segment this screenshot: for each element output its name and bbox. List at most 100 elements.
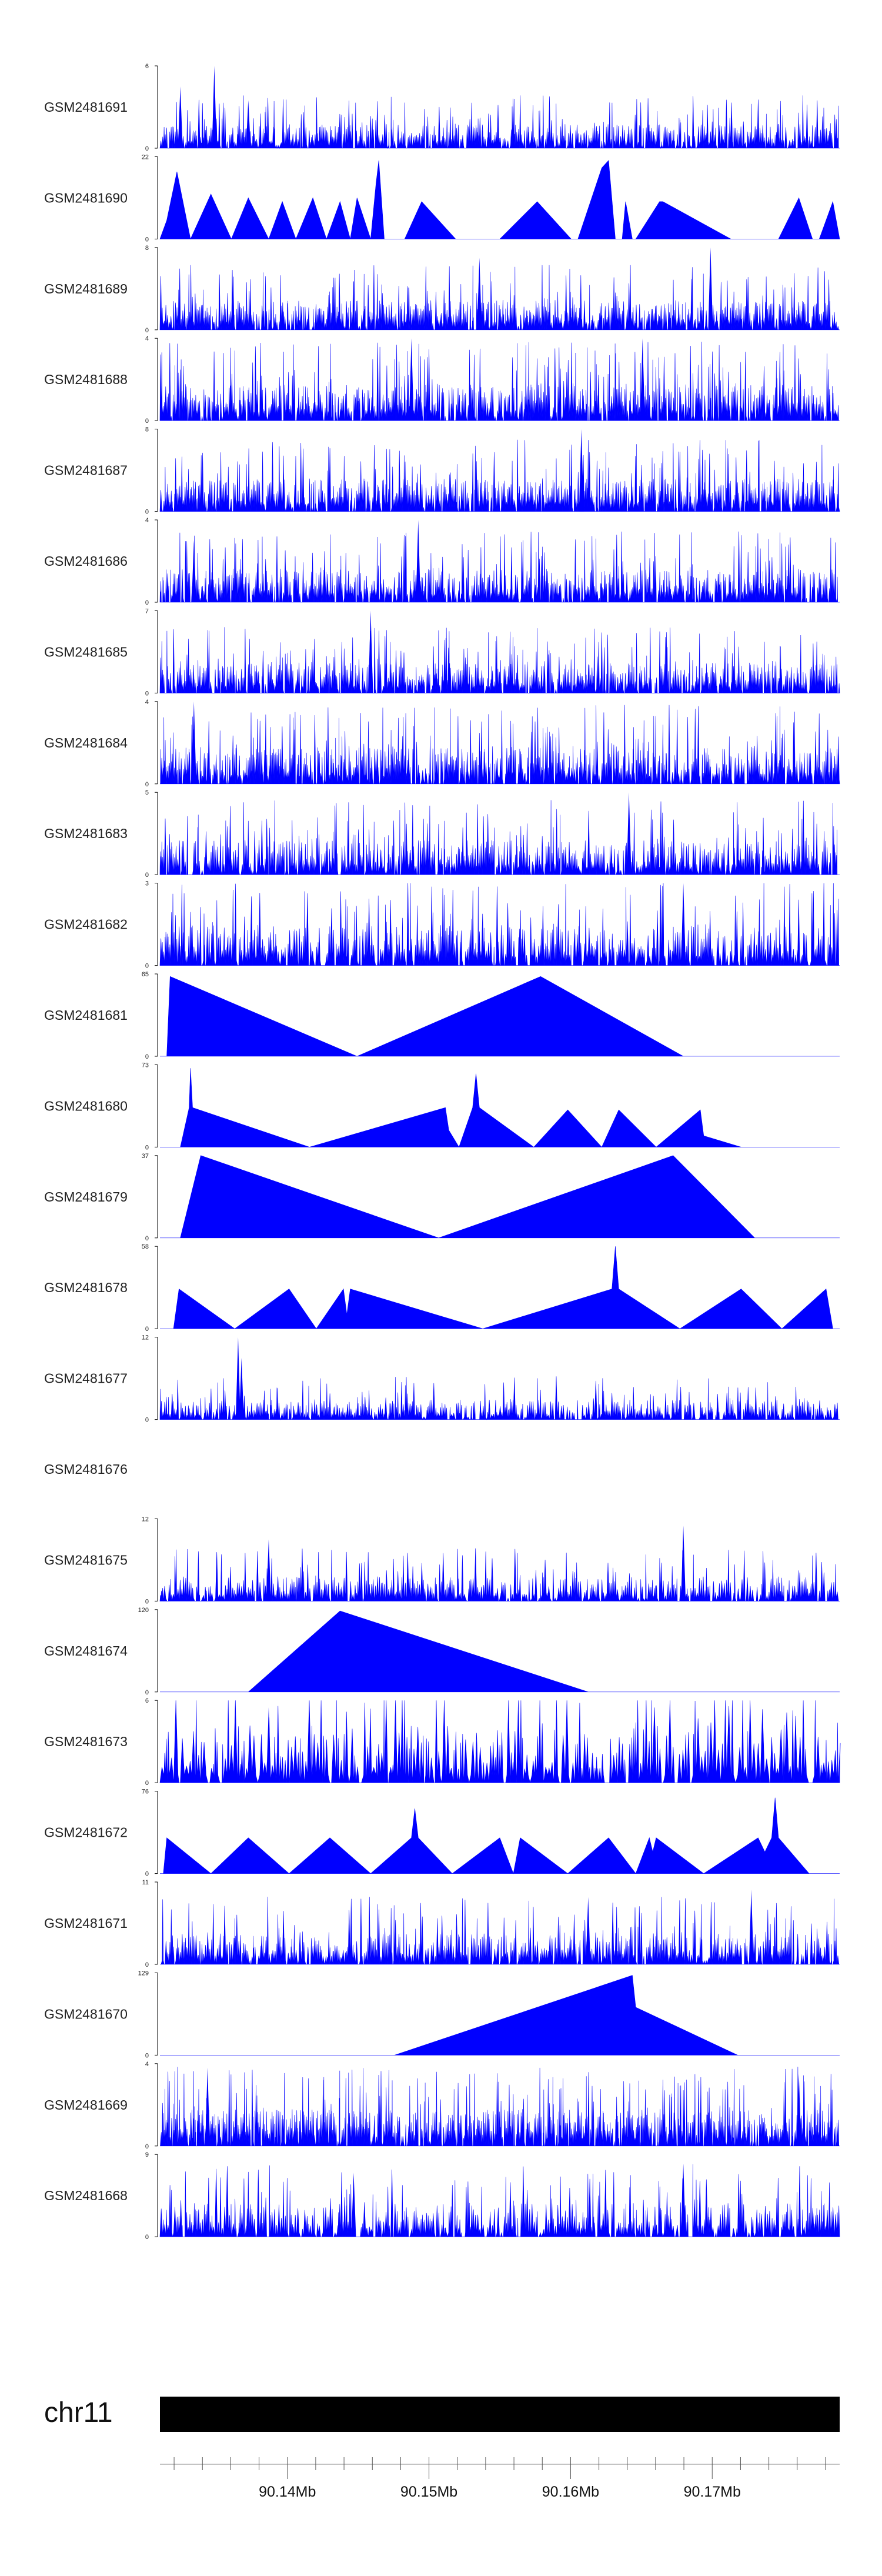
coverage-peak	[416, 520, 421, 602]
track-GSM2481684: GSM2481684 4 0	[44, 699, 840, 788]
coverage-area	[160, 1155, 840, 1239]
y-min-label: 0	[145, 236, 149, 243]
coverage-area	[160, 1897, 840, 1966]
track-GSM2481676: GSM2481676	[44, 1461, 128, 1477]
coverage-peak	[626, 792, 632, 875]
y-min-label: 0	[145, 781, 149, 788]
track-GSM2481674: GSM2481674 120 0	[44, 1607, 840, 1696]
y-max-label: 5	[145, 789, 149, 796]
y-max-label: 7	[145, 608, 149, 615]
track-GSM2481670: GSM2481670 129 0	[44, 1970, 840, 2059]
y-max-label: 73	[142, 1062, 149, 1069]
y-min-label: 0	[145, 1235, 149, 1242]
coverage-peak	[640, 338, 645, 421]
y-min-label: 0	[145, 690, 149, 697]
coverage-area	[160, 976, 840, 1057]
y-max-label: 11	[142, 1879, 149, 1886]
y-max-label: 8	[145, 426, 149, 433]
track-label: GSM2481686	[44, 553, 128, 569]
coverage-peak	[749, 1889, 754, 1964]
y-min-label: 0	[145, 1053, 149, 1060]
y-min-label: 0	[145, 509, 149, 516]
coverage-area	[160, 1610, 840, 1693]
chromosome-label: chr11	[44, 2397, 113, 2428]
y-max-label: 3	[145, 880, 149, 887]
coverage-peak	[681, 883, 686, 966]
track-label: GSM2481672	[44, 1825, 128, 1840]
track-label: GSM2481673	[44, 1734, 128, 1749]
y-min-label: 0	[145, 145, 149, 152]
track-label: GSM2481682	[44, 917, 128, 932]
y-min-label: 0	[145, 2234, 149, 2241]
track-label: GSM2481668	[44, 2188, 128, 2203]
genome-axis: 90.14Mb 90.15Mb 90.16Mb 90.17Mb	[160, 2457, 840, 2500]
y-max-label: 9	[145, 2151, 149, 2158]
chromosome-bar	[160, 2397, 840, 2432]
coverage-area	[159, 1376, 840, 1420]
track-GSM2481687: GSM2481687 8 0	[44, 426, 840, 516]
y-min-label: 0	[145, 963, 149, 970]
track-GSM2481682: GSM2481682 3 0	[44, 880, 840, 970]
coverage-peak	[235, 1337, 240, 1420]
track-GSM2481689: GSM2481689 8 0	[44, 245, 840, 334]
track-GSM2481668: GSM2481668 9 0	[44, 2151, 840, 2241]
coverage-area	[160, 1246, 840, 1329]
track-GSM2481688: GSM2481688 4 0	[44, 335, 840, 425]
y-min-label: 0	[145, 1780, 149, 1787]
track-GSM2481685: GSM2481685 7 0	[44, 608, 840, 697]
y-max-label: 8	[145, 245, 149, 252]
coverage-area	[159, 800, 840, 875]
y-min-label: 0	[145, 327, 149, 334]
track-GSM2481675: GSM2481675 12 0	[44, 1516, 840, 1605]
track-label: GSM2481688	[44, 372, 128, 387]
track-label: GSM2481670	[44, 2006, 128, 2021]
track-label: GSM2481676	[44, 1461, 128, 1477]
y-max-label: 6	[145, 63, 149, 70]
axis-tick-label: 90.16Mb	[542, 2484, 599, 2500]
track-panels: GSM248169160GSM2481690220GSM248168980GSM…	[44, 63, 841, 2241]
y-max-label: 76	[142, 1788, 149, 1796]
coverage-peak	[796, 2074, 801, 2146]
coverage-area	[160, 705, 840, 785]
coverage-peak	[246, 100, 251, 148]
track-label: GSM2481681	[44, 1007, 128, 1023]
track-GSM2481669: GSM2481669 4 0	[44, 2061, 840, 2150]
track-GSM2481681: GSM2481681 65 0	[44, 971, 840, 1060]
track-label: GSM2481687	[44, 463, 128, 478]
coverage-peak	[586, 1897, 591, 1964]
coverage-peak	[178, 86, 183, 148]
y-min-label: 0	[145, 872, 149, 879]
coverage-area	[159, 95, 840, 149]
y-min-label: 0	[145, 1326, 149, 1333]
coverage-area	[159, 1548, 840, 1602]
track-label: GSM2481690	[44, 190, 128, 205]
coverage-area	[160, 1975, 840, 2056]
track-GSM2481691: GSM2481691 6 0	[44, 63, 840, 152]
track-GSM2481673: GSM2481673 6 0	[44, 1697, 841, 1787]
y-max-label: 12	[142, 1334, 149, 1342]
track-label: GSM2481671	[44, 1916, 128, 1931]
coverage-area	[159, 160, 840, 240]
coverage-peak	[477, 258, 482, 330]
track-label: GSM2481675	[44, 1552, 128, 1567]
track-GSM2481678: GSM2481678 58 0	[44, 1243, 840, 1333]
y-max-label: 58	[142, 1243, 149, 1250]
coverage-area	[159, 2164, 840, 2238]
y-max-label: 4	[145, 335, 149, 342]
y-min-label: 0	[145, 599, 149, 606]
track-GSM2481677: GSM2481677 12 0	[44, 1334, 840, 1424]
coverage-area	[159, 531, 840, 603]
coverage-peak	[681, 2163, 686, 2237]
y-min-label: 0	[145, 1598, 149, 1605]
track-GSM2481679: GSM2481679 37 0	[44, 1153, 840, 1242]
coverage-peak	[191, 701, 196, 784]
coverage-peak	[579, 429, 584, 512]
track-GSM2481680: GSM2481680 73 0	[44, 1062, 840, 1151]
y-min-label: 0	[145, 1961, 149, 1968]
track-GSM2481686: GSM2481686 4 0	[44, 517, 840, 606]
coverage-peak	[409, 338, 414, 421]
track-label: GSM2481669	[44, 2097, 128, 2113]
track-GSM2481671: GSM2481671 11 0	[44, 1879, 840, 1968]
y-max-label: 4	[145, 2061, 149, 2068]
y-max-label: 4	[145, 517, 149, 524]
